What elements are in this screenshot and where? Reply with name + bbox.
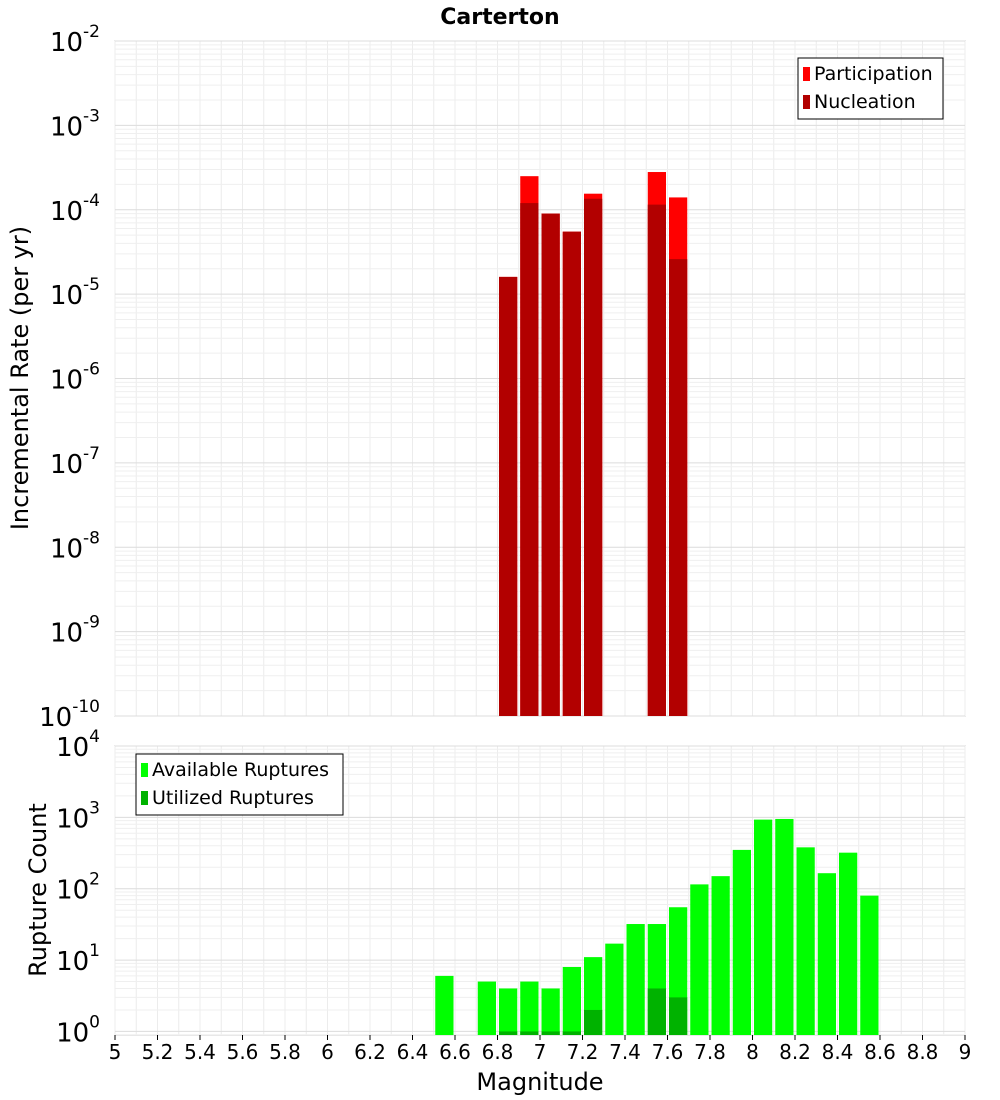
legend-label: Utilized Ruptures xyxy=(152,787,314,809)
rate-bar-secondary xyxy=(669,259,688,716)
count-bar-secondary xyxy=(562,1031,581,1035)
y-tick-label: 100 xyxy=(56,1012,100,1048)
x-tick-label: 7.2 xyxy=(567,1040,599,1064)
y-tick-label: 10-6 xyxy=(50,360,100,396)
count-bar-secondary xyxy=(520,1031,539,1035)
x-tick-label: 5.6 xyxy=(227,1040,259,1064)
x-tick-label: 5.2 xyxy=(142,1040,174,1064)
count-legend: Available Ruptures Utilized Ruptures xyxy=(135,753,344,816)
y-tick-label: 104 xyxy=(56,727,100,763)
count-bar-primary xyxy=(541,988,560,1035)
count-bar-primary xyxy=(775,818,794,1035)
x-tick-label: 7.8 xyxy=(694,1040,726,1064)
legend-label: Nucleation xyxy=(814,91,916,113)
count-bars xyxy=(435,818,879,1035)
rate-y-axis-label: Incremental Rate (per yr) xyxy=(6,226,34,530)
x-tick-label: 6.4 xyxy=(397,1040,429,1064)
rate-bar-secondary xyxy=(520,203,539,716)
count-bar-primary xyxy=(605,943,624,1035)
count-bar-primary xyxy=(839,852,858,1035)
chart-title: Carterton xyxy=(440,5,559,30)
rate-bars xyxy=(499,172,688,717)
x-tick-label: 7 xyxy=(534,1040,547,1064)
legend-box xyxy=(797,57,944,120)
rate-bar-secondary xyxy=(499,276,518,716)
count-bar-primary xyxy=(562,966,581,1035)
x-tick-label: 8.6 xyxy=(864,1040,896,1064)
y-tick-label: 10-7 xyxy=(50,444,100,480)
x-tick-label: 7.6 xyxy=(652,1040,684,1064)
legend-swatch xyxy=(803,95,810,109)
count-bar-secondary xyxy=(669,997,688,1035)
y-tick-label: 10-5 xyxy=(50,275,100,311)
rate-y-ticks: 10-10 10-9 10-8 10-7 10-6 10-5 10-4 10-3 10-2 xyxy=(39,22,100,733)
count-bar-secondary xyxy=(584,1009,603,1035)
count-bar-primary xyxy=(711,876,730,1035)
x-tick-label: 5.4 xyxy=(184,1040,216,1064)
legend-box xyxy=(135,753,344,816)
y-tick-label: 10-4 xyxy=(50,191,100,227)
legend-swatch xyxy=(803,67,810,81)
rate-panel: 10-10 10-9 10-8 10-7 10-6 10-5 10-4 10-3 10-2 In… xyxy=(6,22,966,733)
count-bar-primary xyxy=(796,847,815,1035)
y-tick-label: 10-8 xyxy=(50,528,100,564)
count-y-axis-label: Rupture Count xyxy=(24,803,52,977)
count-bar-primary xyxy=(499,988,518,1035)
x-tick-label: 6.8 xyxy=(482,1040,514,1064)
x-tick-label: 6.2 xyxy=(354,1040,386,1064)
y-tick-label: 10-3 xyxy=(50,106,100,142)
x-tick-label: 8.8 xyxy=(907,1040,939,1064)
x-tick-label: 6 xyxy=(321,1040,334,1064)
x-tick-label: 5.8 xyxy=(269,1040,301,1064)
count-bar-primary xyxy=(477,981,496,1035)
legend-swatch xyxy=(141,763,148,777)
count-y-ticks: 100 101 102 103 104 xyxy=(56,727,100,1048)
legend-label: Available Ruptures xyxy=(152,759,329,781)
x-axis-ticks: 5 5.2 5.4 5.6 5.8 6 6.2 6.4 6.6 6.8 7 7.2 7.4 7.6 7.8 8… xyxy=(109,1035,972,1064)
count-panel: 100 101 102 103 104 Rupture Count Available … xyxy=(24,727,971,1096)
count-bar-secondary xyxy=(647,988,666,1035)
count-bar-primary xyxy=(817,873,836,1035)
x-tick-label: 5 xyxy=(109,1040,122,1064)
x-tick-label: 7.4 xyxy=(609,1040,641,1064)
y-tick-label: 102 xyxy=(56,870,100,906)
count-bar-primary xyxy=(435,975,454,1035)
y-tick-label: 10-10 xyxy=(39,697,100,733)
count-bar-primary xyxy=(520,981,539,1035)
y-tick-label: 10-9 xyxy=(50,613,100,649)
legend-swatch xyxy=(141,791,148,805)
x-tick-label: 9 xyxy=(959,1040,972,1064)
x-tick-label: 8.2 xyxy=(779,1040,811,1064)
rate-bar-secondary xyxy=(562,231,581,716)
count-bar-primary xyxy=(732,849,751,1035)
y-tick-label: 103 xyxy=(56,798,100,834)
count-bar-primary xyxy=(754,819,773,1035)
count-bar-secondary xyxy=(541,1031,560,1035)
x-tick-label: 8.4 xyxy=(822,1040,854,1064)
rate-bar-secondary xyxy=(647,204,666,717)
count-bar-primary xyxy=(690,884,709,1035)
y-tick-label: 101 xyxy=(56,941,100,977)
count-bar-primary xyxy=(626,924,645,1035)
count-bar-secondary xyxy=(499,1031,518,1035)
x-tick-label: 8 xyxy=(746,1040,759,1064)
x-tick-label: 6.6 xyxy=(439,1040,471,1064)
rate-bar-secondary xyxy=(584,198,603,717)
y-tick-label: 10-2 xyxy=(50,22,100,58)
legend-label: Participation xyxy=(814,63,933,85)
rate-bar-secondary xyxy=(541,213,560,717)
rate-legend: Participation Nucleation xyxy=(797,57,944,120)
count-bar-primary xyxy=(860,895,879,1035)
rate-gridlines xyxy=(114,40,966,717)
x-axis-label: Magnitude xyxy=(476,1068,603,1096)
